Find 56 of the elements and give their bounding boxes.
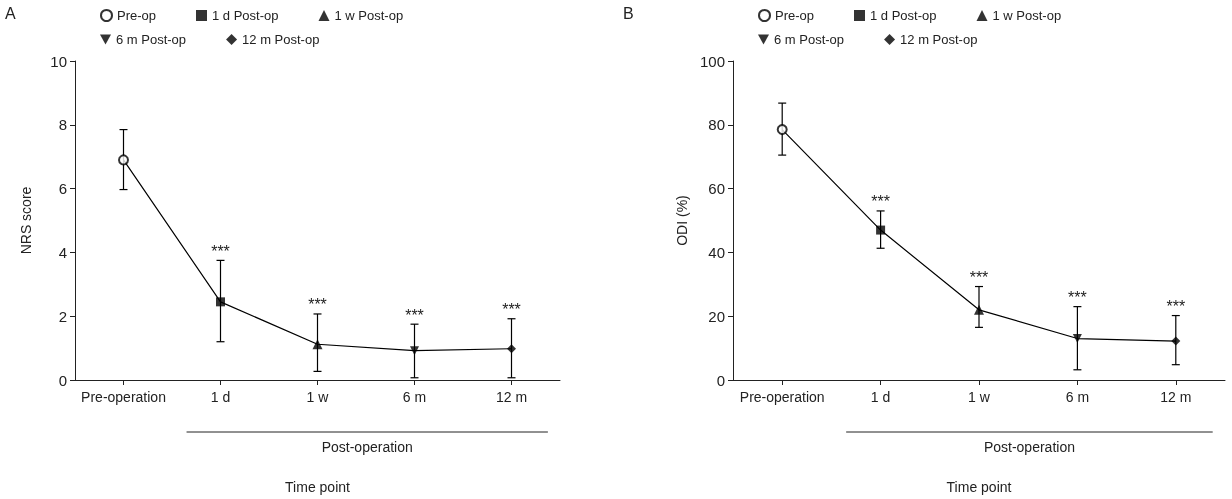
point <box>974 304 984 315</box>
y-tick-label: 100 <box>699 52 725 70</box>
point <box>776 124 788 136</box>
legend-label: 1 d Post-op <box>870 8 937 23</box>
x-tick-label: 1 d <box>210 389 231 405</box>
point <box>876 225 886 235</box>
legend-label: Pre-op <box>775 8 815 23</box>
x-tick-label: Pre-operation <box>739 389 825 405</box>
point <box>1171 336 1181 346</box>
annotation: *** <box>211 242 230 260</box>
annotation: *** <box>502 301 521 319</box>
x-axis-title: Time point <box>946 479 1012 495</box>
y-tick-label: 0 <box>58 371 67 389</box>
x-tick-label: 12 m <box>495 389 528 405</box>
y-tick-label: 10 <box>50 52 67 70</box>
annotation: *** <box>405 306 424 324</box>
y-tick-label: 40 <box>708 243 725 261</box>
x-tick-label: Pre-operation <box>81 389 166 405</box>
annotation: *** <box>1166 298 1186 316</box>
y-tick-label: 20 <box>708 307 725 325</box>
x-tick-label: 1 w <box>306 389 330 405</box>
legend-label: 6 m Post-op <box>116 32 187 47</box>
text: Post-operation <box>321 439 413 455</box>
annotation: *** <box>1068 289 1087 307</box>
y-tick-label: 2 <box>58 307 67 325</box>
point <box>312 339 323 350</box>
y-tick-label: 0 <box>716 371 725 389</box>
y-axis-title: ODI (%) <box>674 195 691 246</box>
x-tick-label: 6 m <box>1065 389 1090 405</box>
chart-title: A <box>5 4 16 22</box>
annotation: *** <box>308 296 327 314</box>
annotation: *** <box>871 193 890 211</box>
legend-label: 1 w Post-op <box>992 8 1062 23</box>
legend-label: 6 m Post-op <box>774 32 845 47</box>
y-tick-label: 4 <box>58 243 67 261</box>
y-tick-label: 60 <box>708 180 725 198</box>
chart-title: B <box>623 4 634 22</box>
legend-label: Pre-op <box>117 8 157 23</box>
annotation: *** <box>969 269 989 287</box>
x-tick-label: 1 d <box>870 389 891 405</box>
legend-label: 1 w Post-op <box>334 8 404 23</box>
y-tick-label: 6 <box>58 180 67 198</box>
point <box>507 344 516 354</box>
x-tick-label: 1 w <box>968 389 991 405</box>
legend-label: 12 m Post-op <box>242 32 320 47</box>
x-tick-label: 6 m <box>402 389 427 405</box>
legend-label: 12 m Post-op <box>900 32 978 47</box>
text: Post-operation <box>983 439 1075 455</box>
x-tick-label: 12 m <box>1160 389 1192 405</box>
y-tick-label: 80 <box>708 116 725 134</box>
point <box>216 297 225 307</box>
y-tick-label: 8 <box>58 116 67 134</box>
point <box>118 154 129 166</box>
legend-label: 1 d Post-op <box>212 8 279 23</box>
y-axis-title: NRS score <box>18 186 34 255</box>
x-axis-title: Time point <box>285 479 351 495</box>
